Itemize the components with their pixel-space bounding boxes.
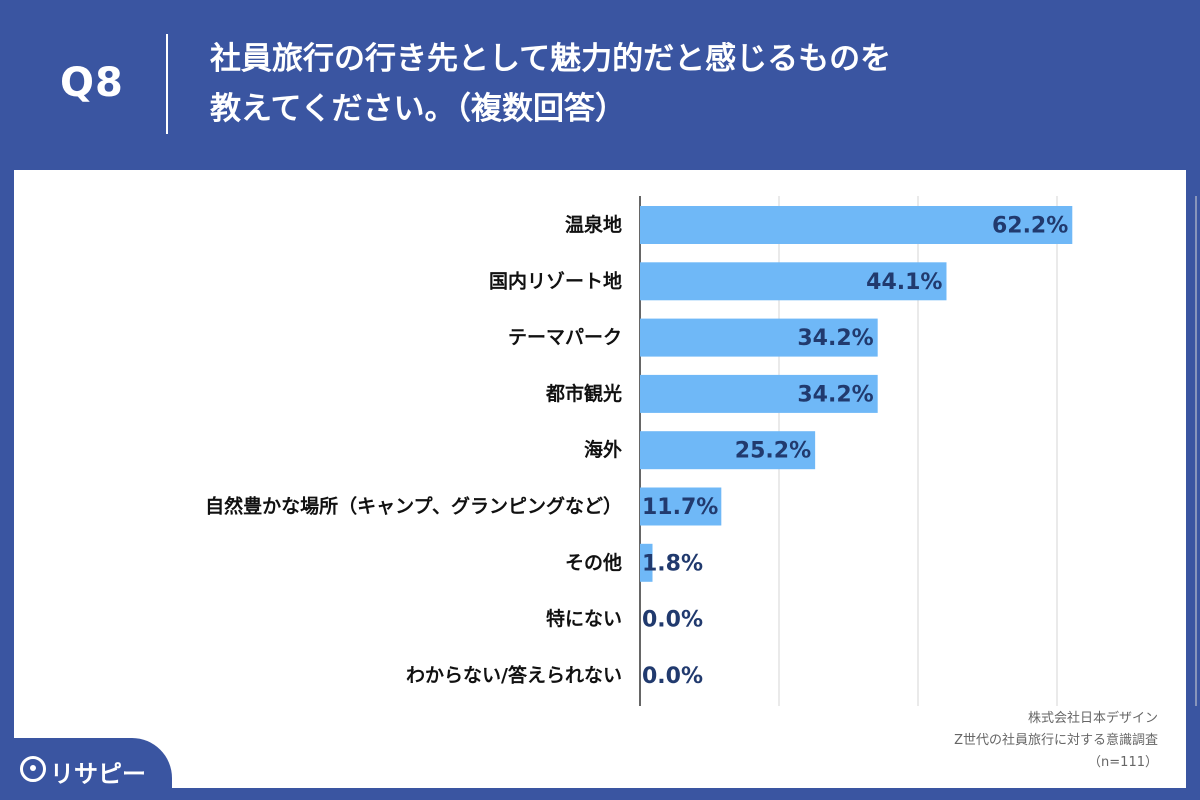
bar bbox=[640, 431, 816, 470]
value-label: 1.8% bbox=[642, 551, 703, 576]
logo: リサピー bbox=[0, 738, 172, 800]
header-divider bbox=[166, 34, 168, 134]
value-label: 34.2% bbox=[797, 382, 873, 407]
question-line-1: 社員旅行の行き先として魅力的だと感じるものを bbox=[210, 41, 892, 77]
bar bbox=[640, 543, 653, 582]
category-label: 特にない bbox=[546, 608, 622, 630]
source-company: 株式会社日本デザイン bbox=[1027, 711, 1158, 726]
source-survey: Z世代の社員旅行に対する意識調査 bbox=[954, 733, 1158, 748]
header: Q8 社員旅行の行き先として魅力的だと感じるものを 教えてください。（複数回答） bbox=[0, 0, 1200, 168]
category-label: わからない/答えられない bbox=[406, 663, 622, 686]
bar bbox=[640, 206, 1073, 244]
category-label: 自然豊かな場所（キャンプ、グランピングなど） bbox=[205, 495, 622, 518]
category-label: 都市観光 bbox=[545, 382, 622, 405]
bar bbox=[640, 374, 878, 413]
category-label: 国内リゾート地 bbox=[489, 269, 622, 292]
pin-icon bbox=[20, 756, 46, 782]
value-label: 44.1% bbox=[866, 270, 942, 295]
value-label: 11.7% bbox=[642, 495, 718, 520]
value-label: 0.0% bbox=[642, 664, 703, 689]
question-line-2: 教えてください。（複数回答） bbox=[210, 91, 627, 127]
logo-text: リサピー bbox=[50, 760, 146, 788]
source-sample-size: （n=111） bbox=[1088, 755, 1158, 770]
bar bbox=[640, 318, 878, 357]
bar bbox=[640, 262, 947, 301]
value-label: 25.2% bbox=[735, 439, 811, 464]
value-label: 62.2% bbox=[992, 214, 1068, 239]
chart-card bbox=[14, 170, 1186, 788]
question-text: 社員旅行の行き先として魅力的だと感じるものを 教えてください。（複数回答） bbox=[210, 34, 1110, 134]
category-label: 海外 bbox=[584, 438, 622, 461]
category-label: 温泉地 bbox=[565, 213, 622, 236]
category-label: テーマパーク bbox=[508, 327, 622, 349]
category-label: その他 bbox=[565, 551, 622, 574]
value-label: 0.0% bbox=[642, 608, 703, 633]
value-label: 34.2% bbox=[797, 326, 873, 351]
bar bbox=[640, 487, 722, 526]
source-note: 株式会社日本デザイン Z世代の社員旅行に対する意識調査 （n=111） bbox=[954, 708, 1158, 774]
question-number: Q8 bbox=[60, 60, 124, 106]
